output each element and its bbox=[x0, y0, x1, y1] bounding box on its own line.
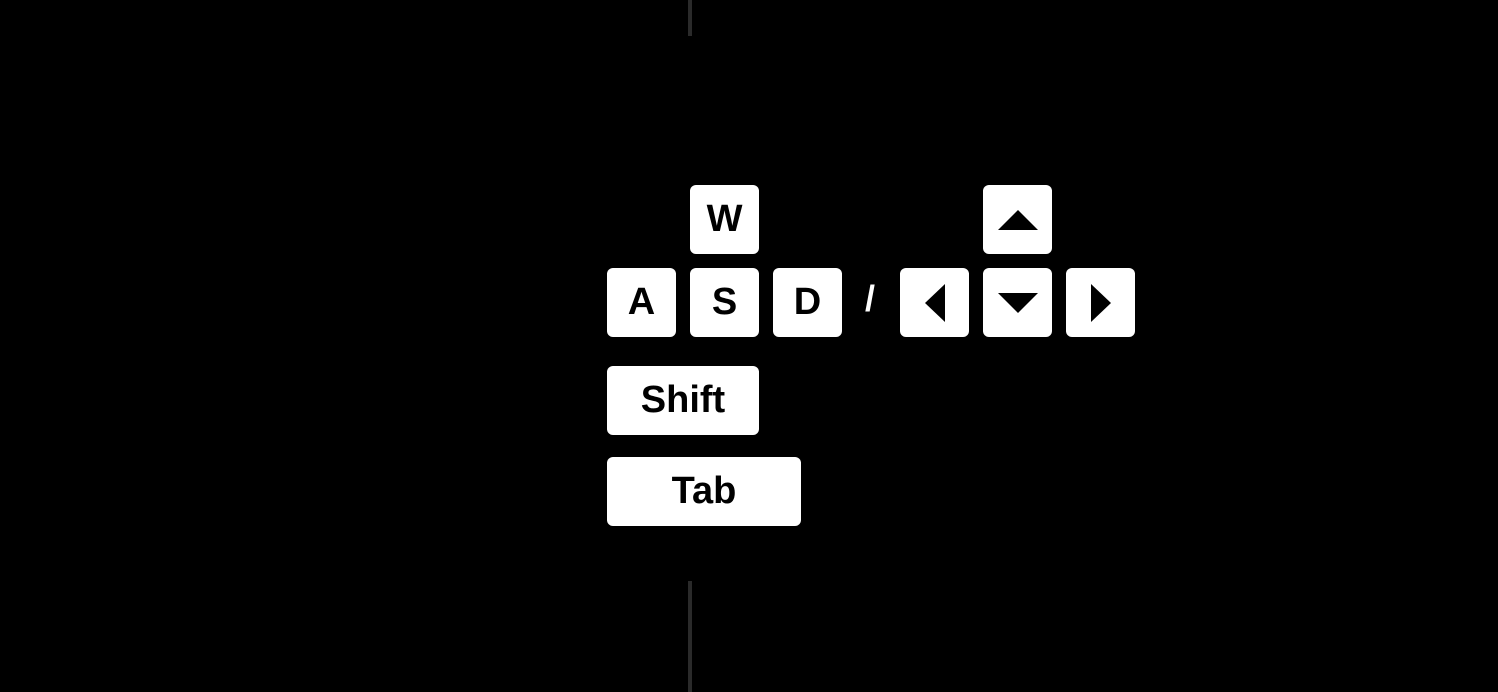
key-arrow-down bbox=[983, 268, 1052, 337]
key-separator: / bbox=[864, 278, 875, 319]
key-arrow-right bbox=[1066, 268, 1135, 337]
arrow-left-icon bbox=[924, 283, 945, 322]
key-arrow-left bbox=[900, 268, 969, 337]
arrow-up-icon bbox=[997, 209, 1038, 230]
key-s: S bbox=[690, 268, 759, 337]
arrow-right-icon bbox=[1090, 283, 1111, 322]
key-d: D bbox=[773, 268, 842, 337]
key-arrow-up bbox=[983, 185, 1052, 254]
key-shift: Shift bbox=[607, 366, 759, 435]
key-a: A bbox=[607, 268, 676, 337]
key-w: W bbox=[690, 185, 759, 254]
arrow-down-icon bbox=[997, 292, 1038, 313]
divider-top bbox=[688, 0, 692, 36]
key-tab: Tab bbox=[607, 457, 801, 526]
divider-bottom bbox=[688, 581, 692, 692]
